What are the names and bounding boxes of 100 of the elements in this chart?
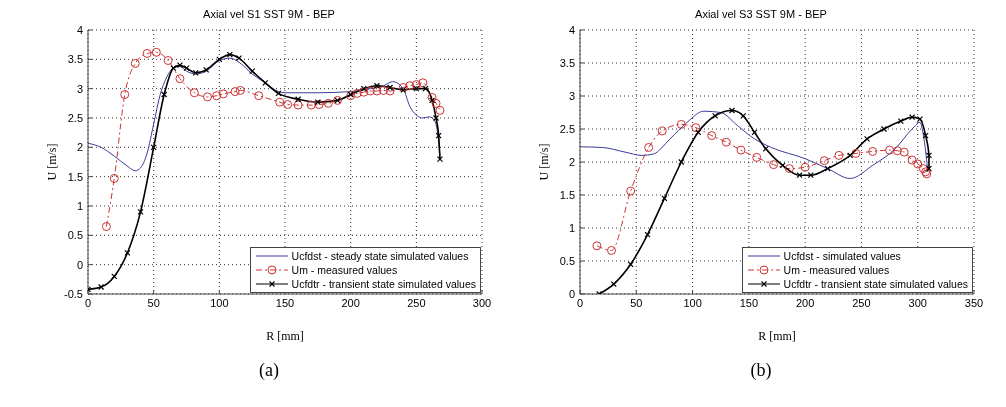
point: [691, 123, 701, 133]
point: [897, 117, 904, 125]
point: [868, 146, 878, 156]
point: [124, 249, 131, 257]
point: [769, 160, 779, 170]
point: [249, 67, 256, 75]
legend-label: Ucfdtr - transient state simulated values: [783, 277, 968, 291]
x-axis-title: R [mm]: [266, 329, 304, 343]
legend-label: Um - measured values: [291, 263, 398, 277]
x-tick-label: 250: [407, 296, 426, 309]
point: [218, 89, 228, 99]
point: [398, 82, 408, 92]
point: [925, 165, 933, 172]
y-tick-label: 0: [568, 287, 575, 300]
point: [161, 91, 168, 98]
y-tick-label: 1.5: [67, 170, 83, 183]
y-tick-label: 2.5: [559, 122, 575, 135]
point: [212, 91, 222, 101]
point: [676, 119, 686, 129]
point: [728, 107, 736, 114]
y-tick-label: 1.5: [559, 188, 575, 201]
point: [111, 273, 118, 280]
point: [925, 152, 933, 159]
x-tick-label: 300: [908, 296, 927, 309]
y-tick-label: 2: [568, 155, 575, 168]
point: [226, 51, 233, 58]
line-series: [88, 57, 441, 172]
point: [275, 97, 285, 107]
point: [610, 281, 617, 288]
point: [235, 85, 245, 95]
point: [721, 137, 731, 147]
point: [323, 98, 333, 108]
point: [707, 131, 717, 141]
y-axis-title: U [m/s]: [537, 143, 552, 181]
point: [657, 126, 667, 136]
point: [379, 85, 388, 95]
legend-label: Ucfdst - simulated values: [783, 249, 901, 263]
point: [203, 66, 210, 73]
point: [192, 69, 199, 76]
x-tick-label: 200: [795, 296, 815, 309]
point: [913, 159, 923, 169]
point: [800, 162, 810, 172]
point: [851, 148, 861, 158]
point: [661, 195, 668, 202]
point: [422, 85, 429, 92]
y-tick-label: 2.5: [67, 111, 83, 124]
x-tick-label: 350: [964, 296, 984, 309]
x-axis-title: R [mm]: [758, 329, 796, 343]
chart-title: Axial vel S1 SST 9M - BEP: [202, 8, 336, 22]
point: [796, 172, 803, 179]
legend-label: Um - measured values: [783, 263, 890, 277]
point: [230, 87, 240, 97]
y-tick-label: 3.5: [559, 56, 575, 69]
x-tick-label: 50: [630, 296, 643, 309]
point: [907, 155, 917, 165]
point: [137, 208, 144, 215]
point: [834, 150, 844, 160]
point: [373, 82, 381, 89]
point: [784, 164, 794, 174]
point: [183, 65, 190, 72]
point: [203, 92, 213, 102]
x-tick-label: 50: [147, 296, 160, 309]
point: [385, 86, 395, 96]
point: [360, 85, 367, 92]
y-tick-label: 0.5: [67, 229, 83, 242]
point: [254, 91, 264, 101]
x-tick-label: 100: [210, 296, 229, 309]
point: [411, 80, 421, 90]
point: [626, 186, 636, 196]
y-axis-title: U [m/s]: [45, 143, 60, 181]
point: [130, 58, 140, 68]
point: [235, 55, 243, 62]
y-tick-label: 2: [76, 141, 83, 154]
point: [101, 222, 111, 232]
legend-label: Ucfdst - steady state simulated values: [291, 249, 469, 263]
point: [607, 245, 617, 255]
x-tick-label: 0: [84, 296, 92, 309]
point: [293, 100, 303, 110]
point: [678, 158, 685, 166]
point: [644, 142, 654, 152]
x-tick-label: 150: [275, 296, 295, 309]
chart-title: Axial vel S3 SST 9M - BEP: [694, 8, 828, 22]
point: [275, 90, 282, 97]
point: [314, 100, 324, 110]
point: [695, 129, 702, 136]
point: [428, 97, 436, 104]
point: [151, 47, 161, 57]
point: [163, 56, 173, 66]
point: [435, 105, 445, 115]
point: [431, 98, 441, 108]
point: [386, 84, 394, 91]
x-tick-label: 100: [683, 296, 702, 309]
point: [120, 90, 130, 100]
x-tick-label: 0: [576, 296, 584, 309]
point: [352, 88, 362, 98]
point: [405, 81, 415, 91]
point: [176, 62, 184, 69]
point: [283, 100, 293, 110]
point: [109, 173, 119, 183]
point: [189, 88, 199, 98]
